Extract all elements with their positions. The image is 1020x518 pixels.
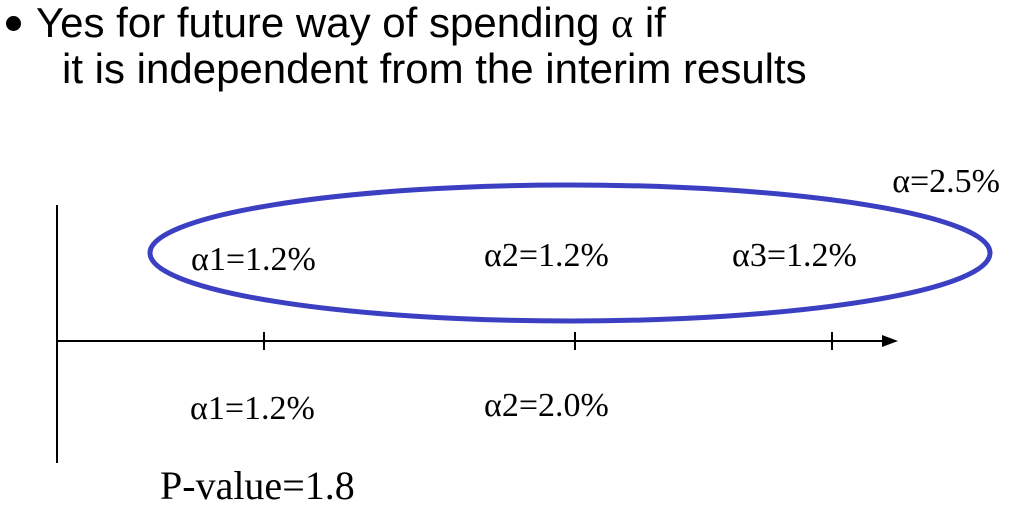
alpha-symbol: α: [611, 1, 634, 47]
planned-alpha-ellipse: [147, 182, 993, 324]
bullet-text-line1: Yes for future way of spending α if: [36, 0, 666, 49]
planned-alpha2-label: α2=1.2%: [484, 237, 609, 274]
pvalue-label: P-value=1.8: [160, 463, 355, 508]
bullet-dot-icon: [6, 16, 21, 31]
actual-alpha2-label: α2=2.0%: [484, 387, 609, 424]
planned-alpha3-label: α3=1.2%: [732, 237, 857, 274]
bullet-text-before: Yes for future way of spending: [36, 0, 612, 46]
total-alpha-label: α=2.5%: [892, 163, 1000, 200]
bullet-text-after: if: [633, 0, 666, 46]
actual-alpha1-label: α1=1.2%: [190, 390, 315, 427]
planned-alpha1-label: α1=1.2%: [191, 241, 316, 278]
axis-arrow-icon: [882, 335, 898, 347]
bullet-text-line2: it is independent from the interim resul…: [62, 45, 807, 92]
